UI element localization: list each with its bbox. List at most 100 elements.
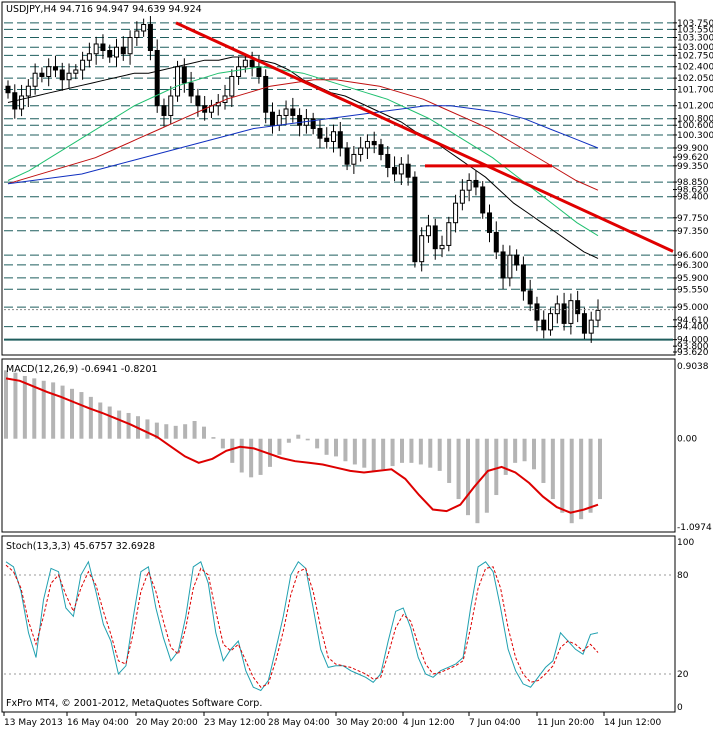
candle-body [581, 313, 587, 334]
candle-body [256, 66, 262, 77]
candle-body [351, 153, 357, 165]
macd-histogram-bar [305, 438, 310, 441]
macd-histogram-bar [126, 412, 131, 439]
candle-body [507, 254, 513, 279]
candle-body [120, 46, 126, 55]
candle-body [154, 49, 160, 107]
candle-body [107, 49, 113, 58]
price-tick-label: 93.620 [677, 348, 709, 358]
stoch-axis-label: 0 [677, 703, 683, 713]
candle-body [168, 95, 174, 116]
macd-histogram-bar [352, 438, 357, 465]
macd-histogram-bar [286, 438, 291, 443]
moving-average-blue [7, 105, 599, 185]
macd-histogram-bar [220, 438, 225, 449]
candle-body [493, 231, 499, 253]
price-tick-label: 99.620 [677, 153, 709, 163]
price-tick-label: 98.620 [677, 186, 709, 196]
price-tick-label: 95.550 [677, 285, 709, 295]
macd-histogram-bar [70, 388, 74, 439]
macd-histogram-bar [475, 438, 480, 524]
macd-histogram-bar [79, 392, 84, 439]
price-tick-label: 102.750 [677, 51, 713, 61]
macd-histogram-bar [22, 375, 27, 439]
macd-histogram-bar [277, 438, 282, 455]
price-tick-label: 95.000 [677, 303, 709, 313]
price-tick-label: 101.200 [677, 102, 713, 112]
macd-histogram-bar [588, 438, 593, 513]
stoch-panel-frame [1, 535, 676, 713]
candle-body [459, 189, 465, 204]
macd-histogram-bar [211, 437, 216, 439]
stoch-signal-line [5, 564, 599, 688]
macd-histogram-bar [560, 438, 565, 513]
price-tick-label: 102.400 [677, 63, 713, 73]
macd-histogram-bar [230, 438, 235, 463]
price-tick-label: 103.550 [677, 25, 713, 35]
macd-histogram-bar [579, 438, 584, 520]
macd-title: MACD(12,26,9) -0.6941 -0.8201 [6, 364, 158, 375]
macd-histogram-bar [541, 438, 546, 483]
candle-body [195, 95, 201, 107]
candle-body [127, 36, 133, 55]
macd-histogram-bar [428, 438, 433, 468]
macd-histogram-bar [268, 438, 272, 467]
price-tick-label: 95.900 [677, 274, 709, 284]
stoch-axis-label: 20 [677, 670, 689, 680]
macd-histogram-bar [60, 385, 65, 439]
macd-histogram-bar [598, 438, 602, 500]
candle-body [446, 222, 452, 246]
time-tick-label: 20 May 20:00 [136, 718, 198, 728]
time-axis: 13 May 2013 16 May 04:00 20 May 20:00 23 Ma… [3, 712, 661, 728]
candle-body [473, 179, 479, 188]
price-tick-label: 96.600 [677, 251, 709, 261]
macd-histogram-bar [183, 424, 188, 439]
candle-body [263, 75, 269, 113]
candle-body [514, 254, 520, 266]
candle-body [242, 59, 248, 68]
price-tick-label: 98.400 [677, 193, 709, 203]
candle-body [25, 85, 31, 97]
time-tick-label: 14 Jun 12:00 [604, 718, 661, 728]
macd-histogram-bar [154, 422, 159, 439]
macd-histogram-bar [334, 438, 338, 457]
macd-histogram-bar [447, 438, 452, 483]
candle-body [175, 66, 181, 97]
macd-histogram-bar [13, 372, 18, 439]
price-tick-label: 100.800 [677, 115, 713, 125]
price-tick-label: 97.350 [677, 227, 709, 237]
candle-body [425, 225, 431, 237]
candle-body [114, 46, 120, 58]
candle-body [46, 66, 52, 77]
time-tick-label: 7 Jun 04:00 [469, 718, 521, 728]
macd-histogram-bar [88, 396, 93, 439]
candle-body [147, 23, 153, 51]
candle-body [331, 131, 337, 142]
price-tick-label: 98.850 [677, 178, 709, 188]
candle-body [181, 66, 187, 84]
candle-body [385, 153, 391, 168]
price-tick-label: 93.800 [677, 342, 709, 352]
macd-histogram-bar [258, 438, 263, 475]
time-tick-label: 11 Jun 20:00 [537, 718, 594, 728]
candle-body [269, 111, 275, 126]
candle-body [310, 118, 316, 129]
price-tick-label: 103.750 [677, 19, 713, 29]
copyright-text: FxPro MT4, © 2001-2012, MetaQuotes Softw… [6, 698, 262, 709]
candle-body [453, 202, 459, 224]
candle-body [534, 303, 540, 321]
candle-body [52, 66, 58, 71]
macd-histogram-bar [4, 370, 8, 439]
price-tick-label: 96.300 [677, 261, 709, 271]
candle-body [324, 137, 330, 142]
time-tick-label: 4 Jun 12:00 [403, 718, 455, 728]
macd-histogram-bar [98, 402, 103, 439]
candle-body [32, 72, 38, 87]
macd-histogram-bar [315, 438, 320, 449]
stoch-title: Stoch(13,3,3) 45.6757 32.6928 [6, 541, 155, 552]
candle-body [466, 179, 472, 191]
candle-body [439, 244, 445, 250]
candle-body [541, 319, 547, 331]
candle-body [548, 313, 554, 331]
